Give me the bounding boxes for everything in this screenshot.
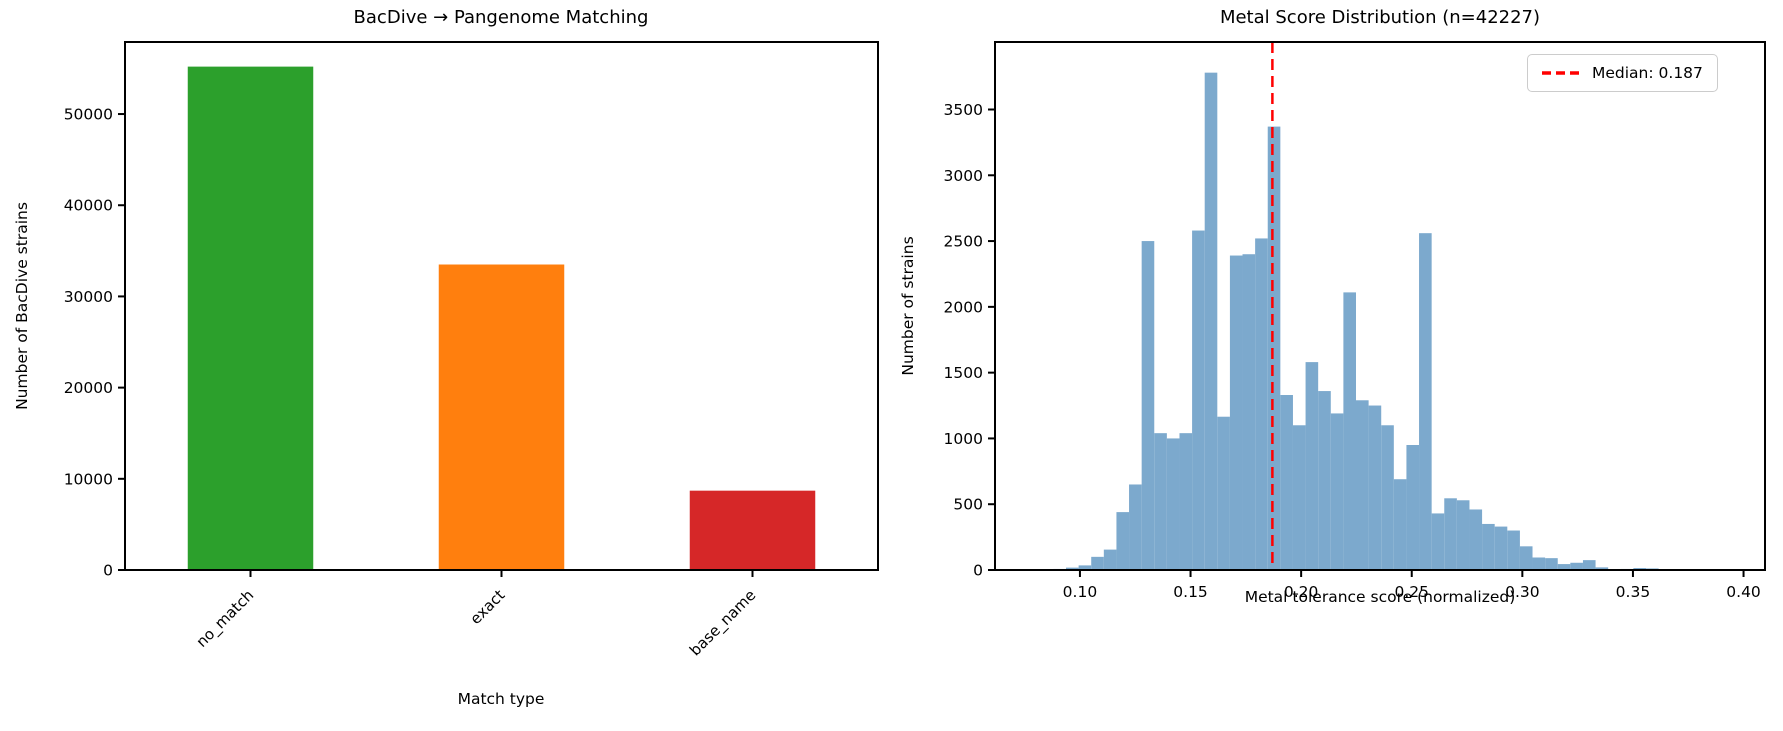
histogram-bar [1330,413,1344,570]
histogram-bar [1469,509,1483,570]
histogram-bar [1532,557,1546,570]
left-x-axis-label: Match type [457,690,545,708]
histogram-bar [1103,549,1117,570]
legend-median-label: Median: 0.187 [1592,64,1703,82]
y-tick-label: 3000 [944,167,983,185]
y-tick-label: 2500 [944,233,983,251]
histogram-bar [1078,565,1092,570]
histogram-bar [1305,362,1319,570]
histogram-bar [1141,241,1155,570]
histogram-bar [1444,498,1457,570]
histogram-bar [1456,500,1470,570]
x-tick-label: 0.20 [1284,583,1319,601]
histogram-bar [1381,425,1394,570]
y-tick-label: 20000 [64,379,113,397]
histogram-bar [1582,560,1596,570]
y-tick-label: 3500 [944,101,983,119]
x-tick-label-exact: exact [466,586,508,628]
histogram-bar [1406,445,1420,570]
histogram-bar [1355,400,1369,570]
histogram-bar [1129,484,1142,570]
left-chart-title: BacDive → Pangenome Matching [353,7,649,28]
x-tick-label: 0.15 [1173,583,1208,601]
histogram-bar [1368,405,1382,570]
histogram-bar [1318,391,1331,570]
plot-frame [994,41,1766,571]
histogram-bar [1393,479,1407,570]
bar-no_match [187,66,314,570]
x-tick-label: 0.30 [1505,583,1540,601]
histogram-bar [1255,238,1268,571]
histogram-bar [1431,513,1445,570]
y-tick-label: 500 [953,496,983,514]
median-dashed-line-sample [1542,71,1582,75]
histogram-bar [1066,567,1079,570]
histogram-bar [1292,425,1306,570]
histogram-bar [1192,230,1205,571]
histogram-bar [1091,556,1104,570]
x-tick-label: 0.35 [1616,583,1651,601]
left-y-axis-label: Number of BacDive strains [13,202,31,410]
histogram-bar [1545,558,1558,570]
x-tick-label-base_name: base_name [686,586,760,660]
bar-base_name [689,490,816,570]
histogram-bar [1229,255,1243,570]
y-tick-label: 2000 [944,298,983,316]
histogram-bar [1595,567,1609,570]
histogram-bar [1419,233,1432,570]
histogram-bar [1217,416,1230,570]
histogram-bar [1242,254,1256,570]
x-tick-label-no_match: no_match [193,586,258,651]
histogram-bar [1494,526,1508,570]
y-tick-label: 1500 [944,364,983,382]
y-tick-label: 50000 [64,106,113,124]
y-tick-label: 40000 [64,197,113,215]
y-tick-label: 1000 [944,430,983,448]
histogram-bar [1116,512,1130,570]
legend-box: Median: 0.187 [1527,54,1718,92]
plot-frame [124,41,879,571]
histogram-bar [1179,433,1193,570]
right-x-axis-label: Metal tolerance score (normalized) [1244,588,1516,606]
x-tick-label: 0.10 [1063,583,1098,601]
histogram-bar [1482,523,1495,570]
histogram-bar [1280,395,1293,570]
histogram-bar [1267,126,1281,570]
histogram-bar [1507,530,1520,570]
y-tick-label: 10000 [64,470,113,488]
bar-exact [438,264,565,570]
y-tick-label: 0 [973,562,983,580]
histogram-bar [1166,438,1180,570]
histogram-bar [1154,433,1167,570]
y-tick-label: 0 [103,562,113,580]
histogram-bar [1570,562,1583,570]
histogram-bar [1343,292,1356,570]
x-tick-label: 0.40 [1726,583,1761,601]
histogram-bar [1557,564,1571,570]
right-y-axis-label: Number of strains [899,236,917,376]
histogram-bar [1519,546,1533,570]
x-tick-label: 0.25 [1394,583,1429,601]
histogram-bar [1204,72,1218,570]
y-tick-label: 30000 [64,288,113,306]
right-chart-title: Metal Score Distribution (n=42227) [1219,7,1541,28]
